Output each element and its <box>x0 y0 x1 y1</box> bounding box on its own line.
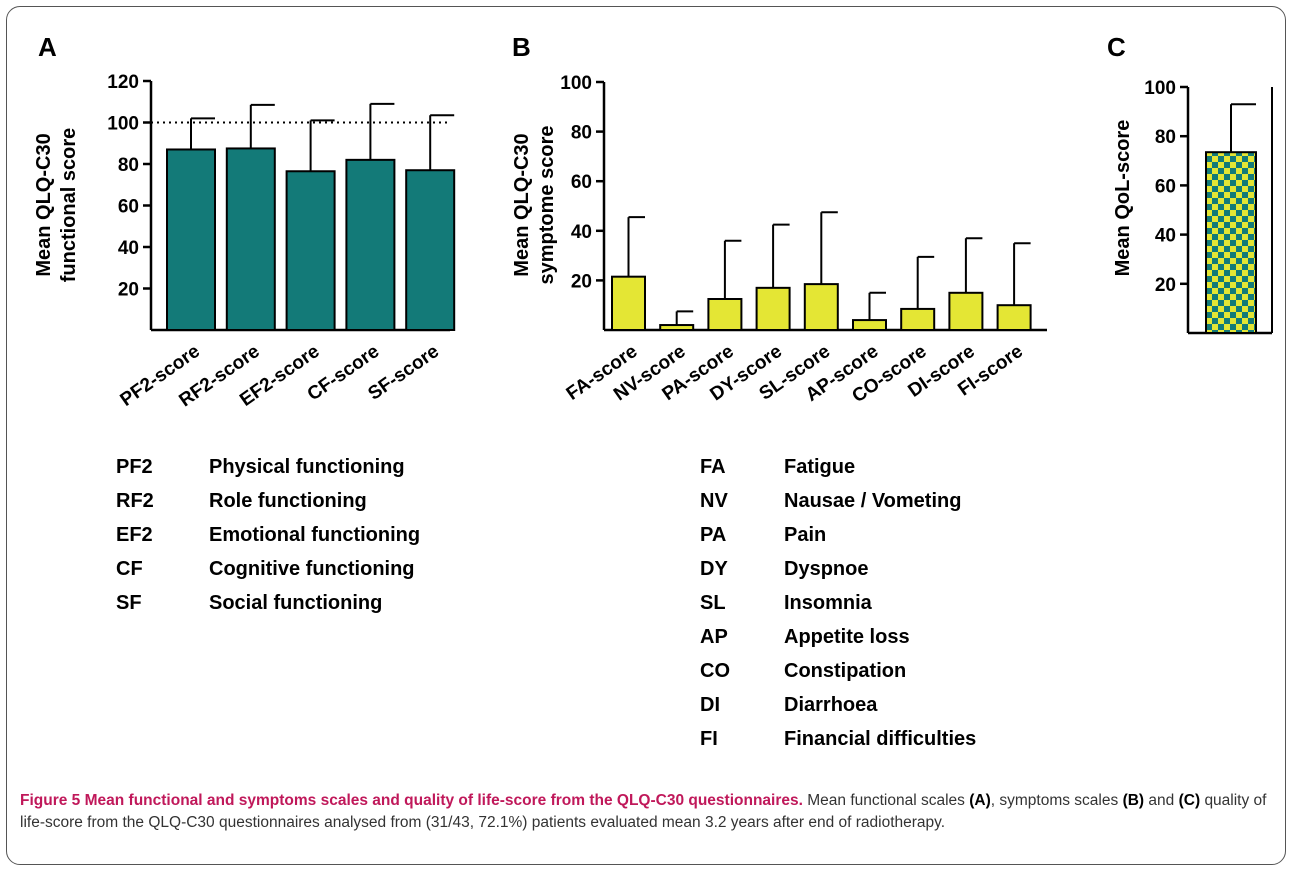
legend-abbreviation: DI <box>700 693 720 716</box>
legend-abbreviation: DY <box>700 557 728 580</box>
legend-row: DI Diarrhoea <box>700 688 976 722</box>
caption-ref-c: (C) <box>1178 792 1201 809</box>
legend-description: Appetite loss <box>784 625 910 648</box>
caption-text-1: Mean functional scales <box>807 792 965 809</box>
legend-abbreviation: AP <box>700 625 728 648</box>
legend-description: Role functioning <box>209 489 367 512</box>
caption-text-4: quality of life-score from the QLQ-C30 q… <box>20 792 1267 831</box>
y-tick-label: 60 <box>571 172 592 193</box>
bar <box>345 158 396 331</box>
caption-ref-a: (A) <box>969 792 991 809</box>
figure-caption: Figure 5 Mean functional and symptoms sc… <box>20 790 1280 834</box>
caption-text-3: and <box>1148 792 1175 809</box>
caption-title: Mean functional and symptoms scales and … <box>84 792 803 809</box>
bar <box>166 148 216 331</box>
y-axis-title: Mean QLQ-C30 <box>33 133 55 276</box>
y-axis-title: Mean QLQ-C30 <box>511 133 533 276</box>
legend-abbreviation: NV <box>700 489 728 512</box>
legend-description: Cognitive functioning <box>209 557 415 580</box>
bar <box>659 324 695 332</box>
legend-abbreviation: CO <box>700 659 730 682</box>
chart-c: 20 40 60 80 100 Mean QoL-score <box>1112 78 1273 335</box>
y-tick-label: 80 <box>1155 127 1176 148</box>
bar <box>611 275 646 331</box>
legend-abbreviation: PF2 <box>116 455 153 478</box>
y-tick-label: 100 <box>560 73 592 94</box>
legend-description: Social functioning <box>209 591 383 614</box>
y-tick-label: 20 <box>571 271 592 292</box>
legend-abbreviation: PA <box>700 523 727 546</box>
legend-row: AP Appetite loss <box>700 620 976 654</box>
bar <box>948 291 984 331</box>
legend-abbreviation: RF2 <box>116 489 154 512</box>
legend-description: Fatigue <box>784 455 856 478</box>
panel-letter-c: C <box>1107 32 1126 62</box>
legend-row: SF Social functioning <box>116 586 420 620</box>
y-tick-label: 40 <box>1155 226 1176 247</box>
legend-description: Nausae / Vometing <box>784 489 962 512</box>
legend-row: SL Insomnia <box>700 586 976 620</box>
legend-row: FI Financial difficulties <box>700 722 976 756</box>
panel-letter-b: B <box>512 32 531 62</box>
y-tick-label: 120 <box>107 72 139 93</box>
legend-functional-scales: PF2 Physical functioning RF2 Role functioni… <box>116 450 420 620</box>
legend-abbreviation: FI <box>700 727 718 750</box>
legend-description: Insomnia <box>784 591 872 614</box>
legend-description: Physical functioning <box>209 455 405 478</box>
bar <box>900 307 936 332</box>
bar <box>755 286 791 331</box>
y-tick-label: 40 <box>571 222 592 243</box>
y-tick-label: 60 <box>1155 176 1176 197</box>
legend-row: PF2 Physical functioning <box>116 450 420 484</box>
bar <box>225 147 276 331</box>
y-tick-label: 80 <box>118 155 139 176</box>
legend-abbreviation: SL <box>700 591 726 614</box>
y-tick-label: 20 <box>1155 275 1176 296</box>
legend-row: EF2 Emotional functioning <box>116 518 420 552</box>
legend-row: FA Fatigue <box>700 450 976 484</box>
bar <box>285 170 336 331</box>
legend-abbreviation: CF <box>116 557 143 580</box>
y-axis-title: symptome score <box>536 126 558 285</box>
legend-row: RF2 Role functioning <box>116 484 420 518</box>
y-tick-label: 60 <box>118 197 139 218</box>
legend-description: Pain <box>784 523 827 546</box>
legend-symptom-scales: FA Fatigue NV Nausae / Vometing PA Pain DY Dysp… <box>700 450 976 756</box>
bar <box>1205 151 1257 334</box>
y-axis-title: Mean QoL-score <box>1112 120 1134 277</box>
caption-text-2: , symptoms scales <box>990 792 1119 809</box>
legend-description: Emotional functioning <box>209 523 421 546</box>
legend-row: PA Pain <box>700 518 976 552</box>
bar <box>405 169 456 331</box>
y-tick-label: 20 <box>118 280 139 301</box>
bar <box>852 319 887 331</box>
panel-letter-a: A <box>38 32 57 62</box>
legend-abbreviation: SF <box>116 591 142 614</box>
bar <box>707 298 743 331</box>
legend-description: Diarrhoea <box>784 693 878 716</box>
legend-abbreviation: EF2 <box>116 523 153 546</box>
legend-description: Constipation <box>784 659 907 682</box>
legend-description: Financial difficulties <box>784 727 977 750</box>
chart-a: 20 40 60 80 100 120 Mean QLQ-C30 functional sco… <box>33 72 456 411</box>
y-tick-label: 80 <box>571 123 592 144</box>
legend-row: DY Dyspnoe <box>700 552 976 586</box>
legend-row: NV Nausae / Vometing <box>700 484 976 518</box>
caption-ref-b: (B) <box>1122 792 1145 809</box>
legend-row: CO Constipation <box>700 654 976 688</box>
legend-abbreviation: FA <box>700 455 726 478</box>
figure-frame <box>6 6 1286 865</box>
bar <box>996 304 1032 332</box>
y-tick-label: 100 <box>1144 78 1176 99</box>
y-axis-title: functional score <box>58 128 80 282</box>
y-tick-label: 40 <box>118 238 139 259</box>
legend-row: CF Cognitive functioning <box>116 552 420 586</box>
legend-description: Dyspnoe <box>784 557 869 580</box>
bar <box>803 283 839 331</box>
y-tick-label: 100 <box>107 114 139 135</box>
caption-label: Figure 5 <box>20 792 81 809</box>
